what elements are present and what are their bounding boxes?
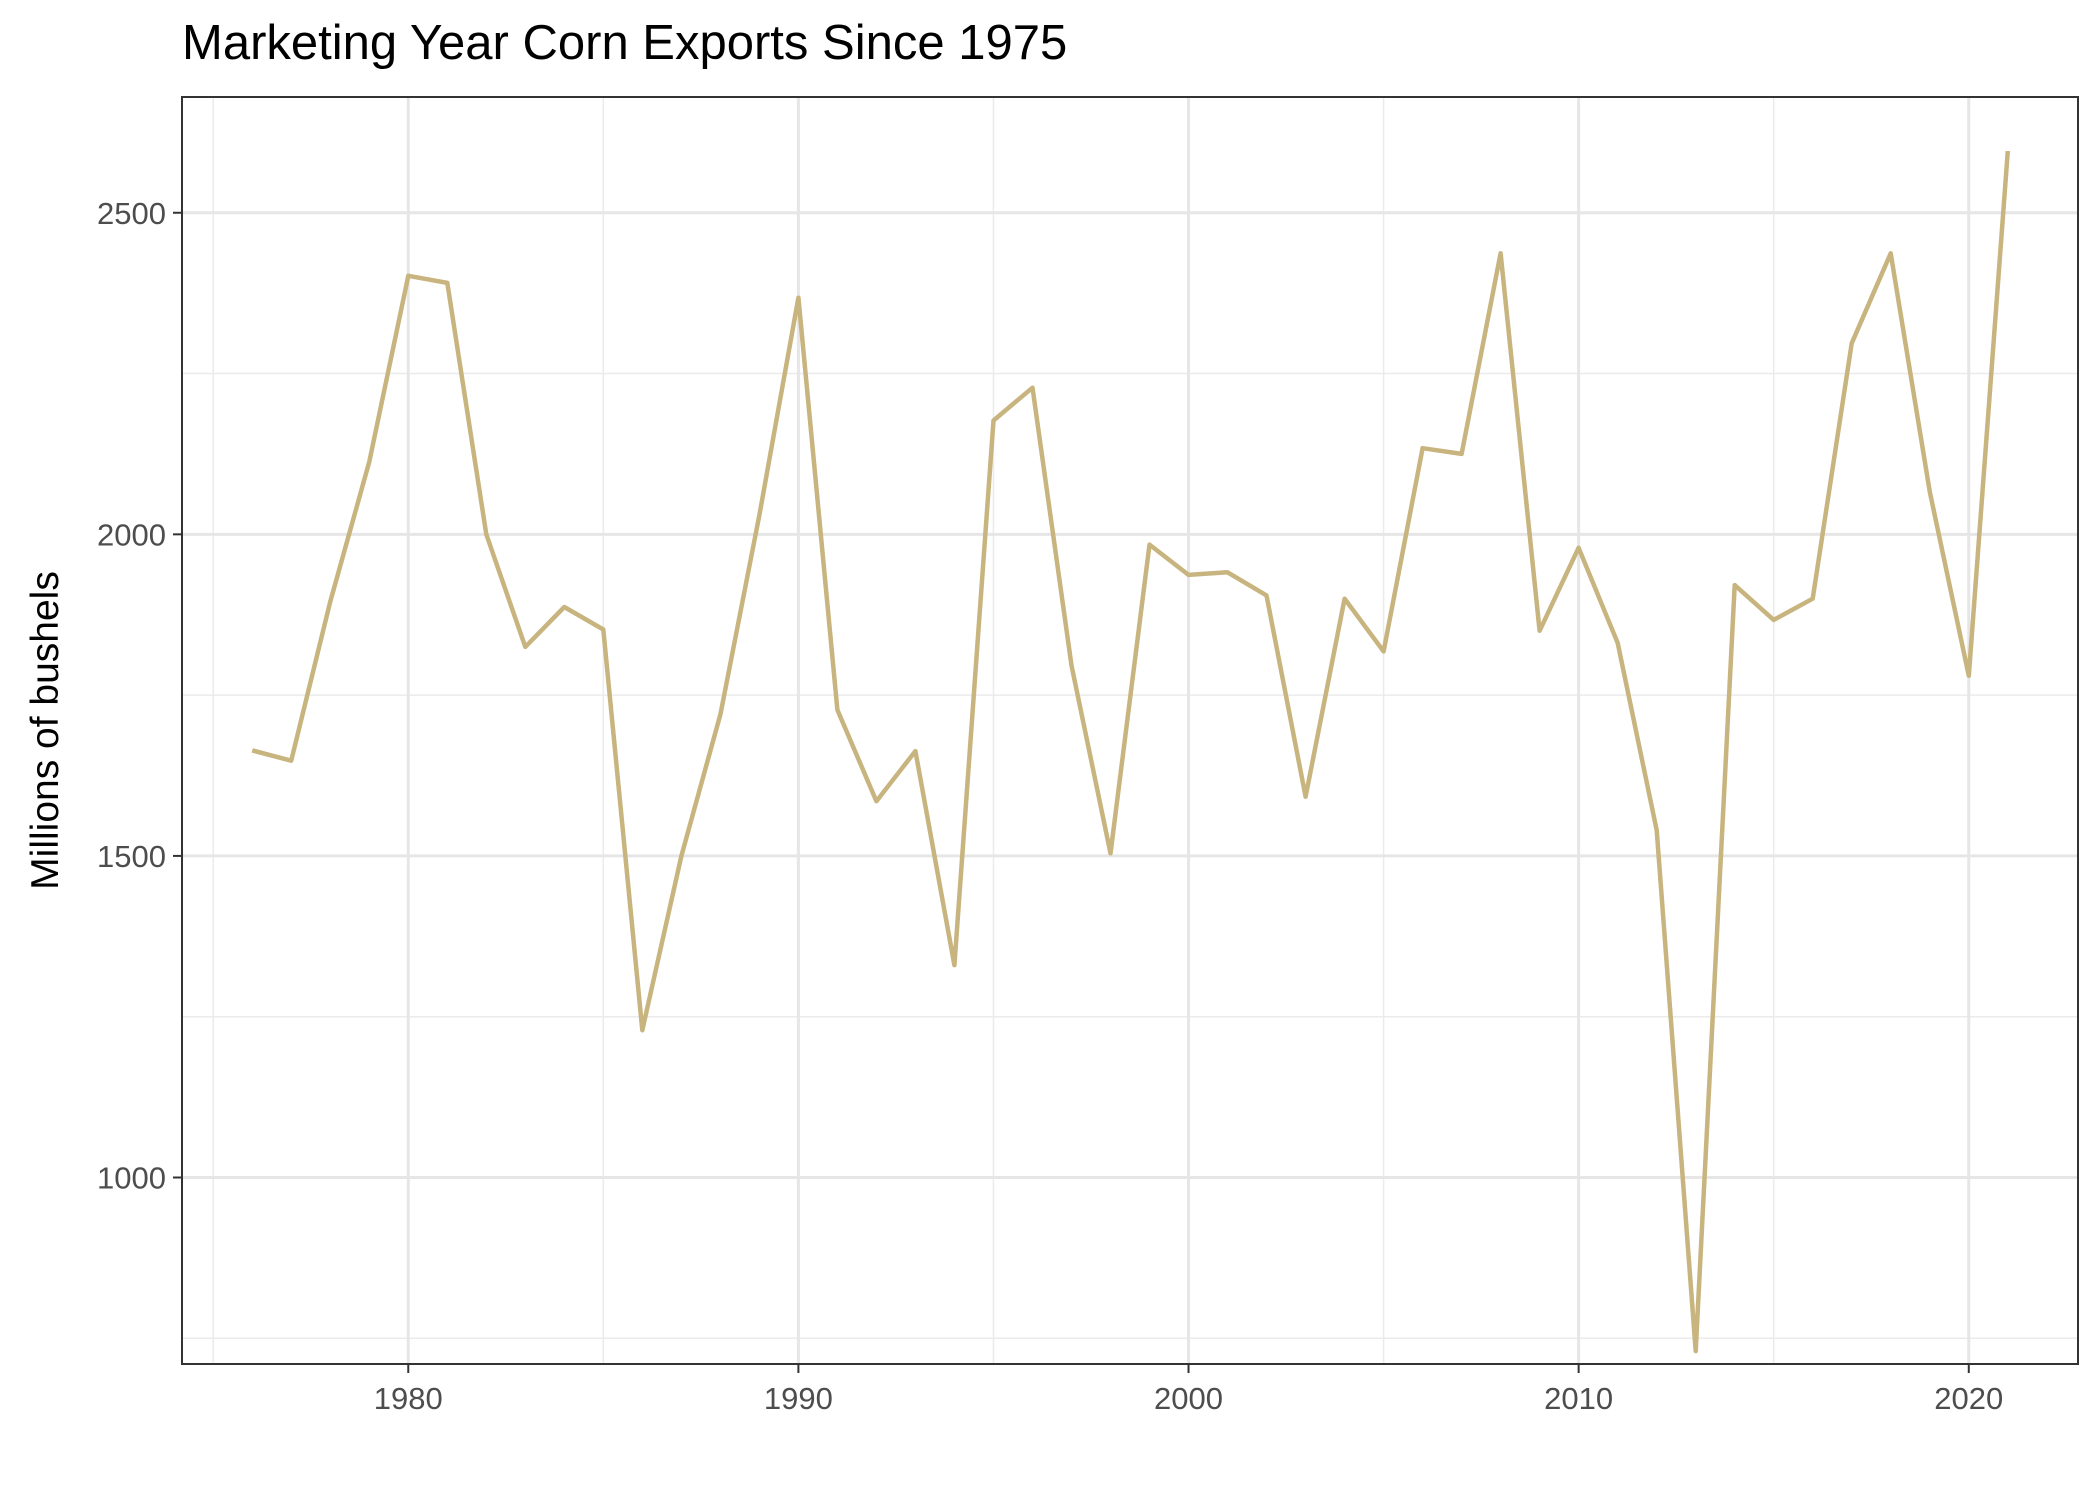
plot-panel-border	[181, 96, 2079, 1365]
x-tick-label: 2020	[1934, 1381, 2003, 1416]
y-axis-title: Millions of bushels	[24, 571, 67, 890]
major-gridlines	[182, 97, 2078, 1364]
y-tick-label: 1000	[97, 1160, 166, 1195]
x-axis: 1980 1990 2000 2010 2020	[374, 1364, 2003, 1416]
x-tick-label: 2000	[1154, 1381, 1223, 1416]
y-tick-label: 1500	[97, 839, 166, 874]
y-axis: 1000 1500 2000 2500	[97, 196, 182, 1195]
x-tick-label: 1980	[374, 1381, 443, 1416]
y-tick-label: 2000	[97, 517, 166, 552]
series-line	[251, 150, 2011, 1354]
y-tick-label: 2500	[97, 196, 166, 231]
x-tick-label: 1990	[764, 1381, 833, 1416]
chart-title: Marketing Year Corn Exports Since 1975	[182, 16, 1068, 70]
x-tick-label: 2010	[1544, 1381, 1613, 1416]
minor-gridlines	[182, 97, 2078, 1364]
